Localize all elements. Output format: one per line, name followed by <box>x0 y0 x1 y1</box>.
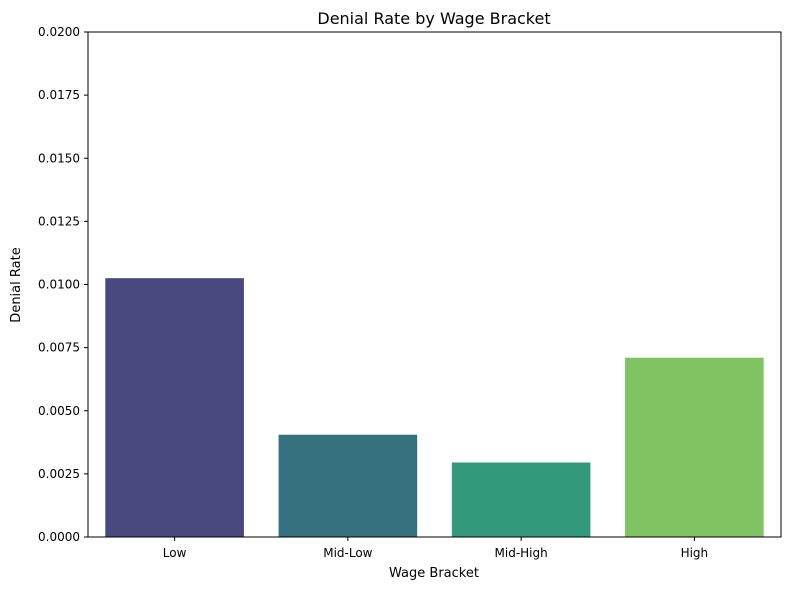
x-tick-label: Mid-Low <box>323 546 372 560</box>
x-axis-ticks: Low Mid-Low Mid-High High <box>163 537 708 560</box>
bar-low <box>105 278 244 537</box>
bar-mid-high <box>451 462 591 537</box>
x-axis-title: Wage Bracket <box>389 566 479 581</box>
bar-mid-low <box>278 434 418 537</box>
y-axis-ticks: 0.0000 0.0025 0.0050 0.0075 0.0100 0.0125 0.01… <box>38 25 88 544</box>
y-tick-label: 0.0075 <box>38 341 80 355</box>
bar-high <box>625 357 764 537</box>
y-tick-label: 0.0175 <box>38 88 80 102</box>
y-axis-title: Denial Rate <box>9 247 24 322</box>
x-tick-label: Mid-High <box>495 546 548 560</box>
y-tick-label: 0.0150 <box>38 151 80 165</box>
x-tick-label: Low <box>163 546 187 560</box>
y-tick-label: 0.0125 <box>38 214 80 228</box>
chart-title: Denial Rate by Wage Bracket <box>317 9 550 28</box>
bars-group <box>105 278 764 537</box>
y-tick-label: 0.0050 <box>38 404 80 418</box>
y-tick-label: 0.0200 <box>38 25 80 39</box>
y-tick-label: 0.0000 <box>38 530 80 544</box>
y-tick-label: 0.0100 <box>38 278 80 292</box>
x-tick-label: High <box>681 546 709 560</box>
y-tick-label: 0.0025 <box>38 467 80 481</box>
